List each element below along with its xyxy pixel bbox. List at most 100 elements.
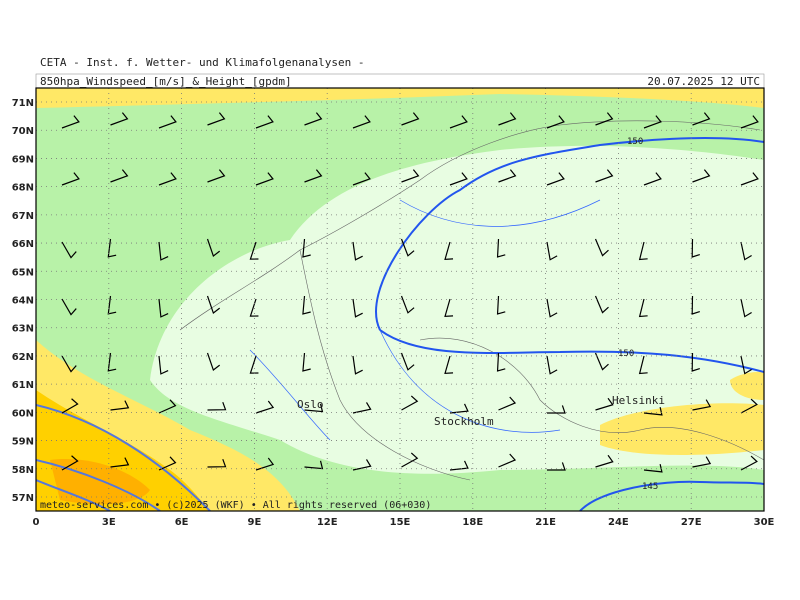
wind-barb [643, 406, 663, 416]
city-label: Oslo [297, 398, 324, 411]
wind-barb [352, 355, 363, 375]
wind-barb [304, 169, 323, 183]
lat-label: 57N [12, 493, 34, 504]
wind-barb [790, 170, 800, 182]
wind-barb [790, 296, 800, 312]
wind-barb [61, 398, 79, 414]
wind-barb [107, 352, 117, 372]
wind-barb [255, 115, 274, 129]
wind-barb [594, 352, 609, 371]
wind-barb [692, 112, 711, 126]
height-contour [375, 137, 764, 331]
wind-barb [401, 169, 420, 183]
wind-barb [207, 112, 226, 126]
wind-barb [740, 355, 752, 375]
wind-barb [401, 395, 419, 411]
wind-barb [352, 172, 371, 186]
lat-label: 60N [12, 408, 34, 419]
wind-barb [158, 355, 169, 375]
wind-barb [740, 241, 752, 261]
map-frame [35, 87, 765, 512]
wind-barb [496, 352, 506, 372]
lat-label: 63N [12, 324, 34, 335]
wind-barb [692, 169, 711, 183]
contour-label: 145 [642, 482, 658, 492]
wind-barb [638, 241, 648, 261]
wind-barb [740, 398, 758, 414]
wind-barb [498, 453, 517, 468]
wind-barb [790, 113, 800, 125]
lon-label: 18E [462, 517, 483, 528]
wind-barb [546, 298, 558, 318]
wind-barb [692, 456, 712, 468]
wind-barb [790, 401, 800, 410]
source-title: CETA - Inst. f. Wetter- und Klimafolgena… [40, 56, 365, 69]
lat-label: 66N [12, 239, 34, 250]
lon-label: 6E [175, 517, 189, 528]
wind-barb [304, 460, 324, 470]
wind-barb [206, 238, 221, 258]
wind-barb [498, 169, 517, 183]
wind-barb [498, 396, 517, 411]
valid-time: 20.07.2025 12 UTC [647, 75, 760, 88]
wind-barb [255, 457, 275, 471]
wind-barb [107, 238, 117, 258]
wind-barb [304, 403, 324, 413]
wind-barb [61, 455, 79, 471]
wind-barb [207, 401, 227, 411]
wind-barb [255, 400, 275, 414]
wind-barbs [61, 112, 800, 473]
wind-band-yellow [36, 88, 764, 108]
wind-barb [444, 355, 454, 374]
wind-barb [790, 458, 800, 467]
wind-barb [61, 298, 77, 316]
wind-barb [547, 405, 566, 414]
wind-barb [444, 298, 454, 317]
wind-barb [352, 298, 363, 318]
wind-barb [61, 172, 80, 186]
lat-label: 62N [12, 352, 34, 363]
wind-band-pale [150, 145, 764, 474]
lat-label: 58N [12, 465, 34, 476]
wind-barb [692, 399, 712, 411]
lon-label: 24E [608, 517, 629, 528]
contour-label: 150 [627, 137, 643, 147]
lat-label: 59N [12, 437, 34, 448]
wind-barb [110, 457, 130, 468]
lat-label: 67N [12, 211, 34, 222]
wind-barb [158, 172, 177, 186]
wind-barb [352, 115, 371, 129]
wind-barb [691, 295, 700, 315]
lat-label: 70N [12, 126, 34, 137]
contour-label: 150 [618, 349, 634, 359]
lon-label: 21E [535, 517, 556, 528]
wind-barb [110, 169, 129, 183]
wind-barb [790, 239, 800, 255]
lat-label: 69N [12, 154, 34, 165]
wind-barb [740, 455, 758, 471]
lon-label: 15E [390, 517, 411, 528]
city-label: Stockholm [434, 415, 494, 428]
wind-barb [498, 112, 517, 126]
wind-barb [444, 241, 454, 260]
graticule [36, 88, 764, 511]
wind-barb [352, 459, 372, 471]
wind-barb [304, 112, 323, 126]
wind-barb [595, 454, 614, 468]
wind-barb [61, 241, 77, 259]
wind-barb [691, 352, 700, 372]
wind-barb [638, 355, 648, 375]
wind-barb [249, 241, 259, 260]
product-title: 850hpa_Windspeed_[m/s]_&_Height_[gpdm] [40, 75, 292, 88]
wind-barb [158, 456, 177, 471]
wind-barb [595, 169, 614, 183]
lon-label: 0 [33, 517, 40, 528]
wind-band-yellow [730, 371, 764, 400]
wind-barb [496, 238, 506, 258]
wind-barb [61, 115, 80, 129]
wind-barb [546, 355, 558, 375]
copyright-footer: meteo-services.com • (c)2025 (WKF) • All… [40, 500, 431, 511]
wind-barb [449, 403, 469, 414]
wind-barb [740, 172, 759, 186]
wind-barb [638, 298, 648, 318]
